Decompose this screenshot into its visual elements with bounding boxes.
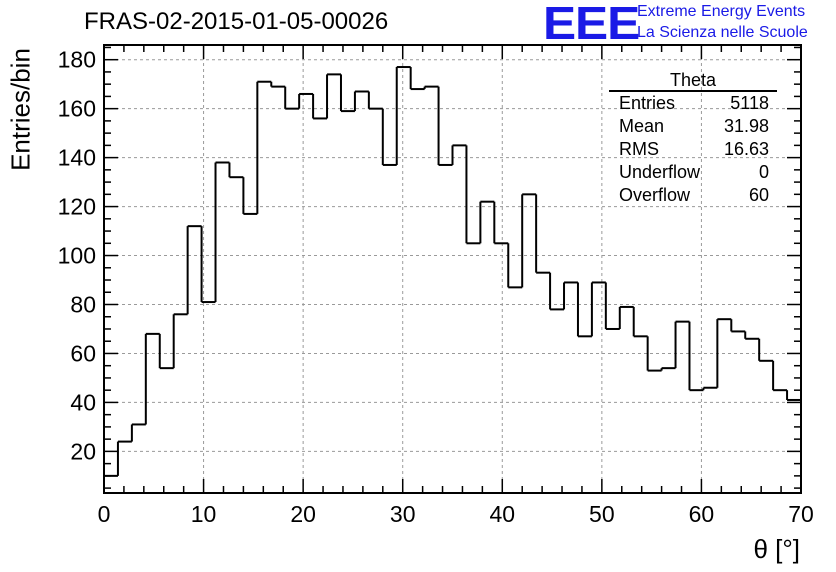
stats-value: 5118 — [730, 93, 769, 113]
y-tick-label: 160 — [58, 96, 96, 122]
x-tick-label: 40 — [489, 501, 515, 527]
x-axis-label: θ [°] — [753, 534, 800, 564]
stats-row-overflow: Overflow 60 — [609, 184, 777, 207]
plot-frame — [103, 44, 802, 494]
stats-title: Theta — [609, 70, 777, 92]
y-tick-label: 60 — [70, 340, 96, 366]
chart-title: FRAS-02-2015-01-05-00026 — [84, 8, 389, 35]
stats-row-entries: Entries 5118 — [609, 92, 777, 115]
stats-value: 16.63 — [723, 139, 769, 159]
stats-value: 31.98 — [723, 116, 769, 136]
eee-logo: EEE — [543, 0, 640, 49]
y-tick-label: 180 — [58, 47, 96, 73]
y-axis-label: Entries/bin — [5, 48, 36, 171]
y-tick-label: 20 — [70, 438, 96, 464]
stats-label: Entries — [619, 93, 676, 113]
tick-labels: 0 10 20 30 40 50 60 70 20 40 60 80 100 120 140 160 180 — [58, 47, 814, 527]
plot-border — [103, 44, 802, 494]
stats-row-underflow: Underflow 0 — [609, 161, 777, 184]
stats-row-rms: RMS 16.63 — [609, 138, 777, 161]
x-tick-label: 60 — [689, 501, 715, 527]
x-tick-label: 70 — [788, 501, 814, 527]
grid-lines — [104, 45, 801, 493]
axis-ticks — [103, 45, 802, 493]
x-tick-label: 50 — [589, 501, 615, 527]
stats-value: 0 — [758, 162, 769, 182]
stats-box: Theta Entries 5118 Mean 31.98 RMS 16.63 … — [609, 70, 777, 207]
y-tick-label: 120 — [58, 194, 96, 220]
stats-label: Underflow — [619, 162, 701, 182]
y-tick-label: 80 — [70, 291, 96, 317]
logo-text-line1: Extreme Energy Events — [637, 3, 806, 20]
stats-row-mean: Mean 31.98 — [609, 115, 777, 138]
stats-label: RMS — [619, 139, 659, 159]
x-tick-label: 20 — [290, 501, 316, 527]
stats-label: Mean — [619, 116, 665, 136]
x-tick-label: 30 — [390, 501, 416, 527]
logo-text-line2: La Scienza nelle Scuole — [637, 24, 808, 41]
stats-label: Overflow — [619, 185, 691, 205]
stats-value: 60 — [748, 185, 769, 205]
y-tick-label: 140 — [58, 145, 96, 171]
y-tick-label: 40 — [70, 389, 96, 415]
x-tick-label: 0 — [98, 501, 111, 527]
x-tick-label: 10 — [191, 501, 217, 527]
y-tick-label: 100 — [58, 243, 96, 269]
